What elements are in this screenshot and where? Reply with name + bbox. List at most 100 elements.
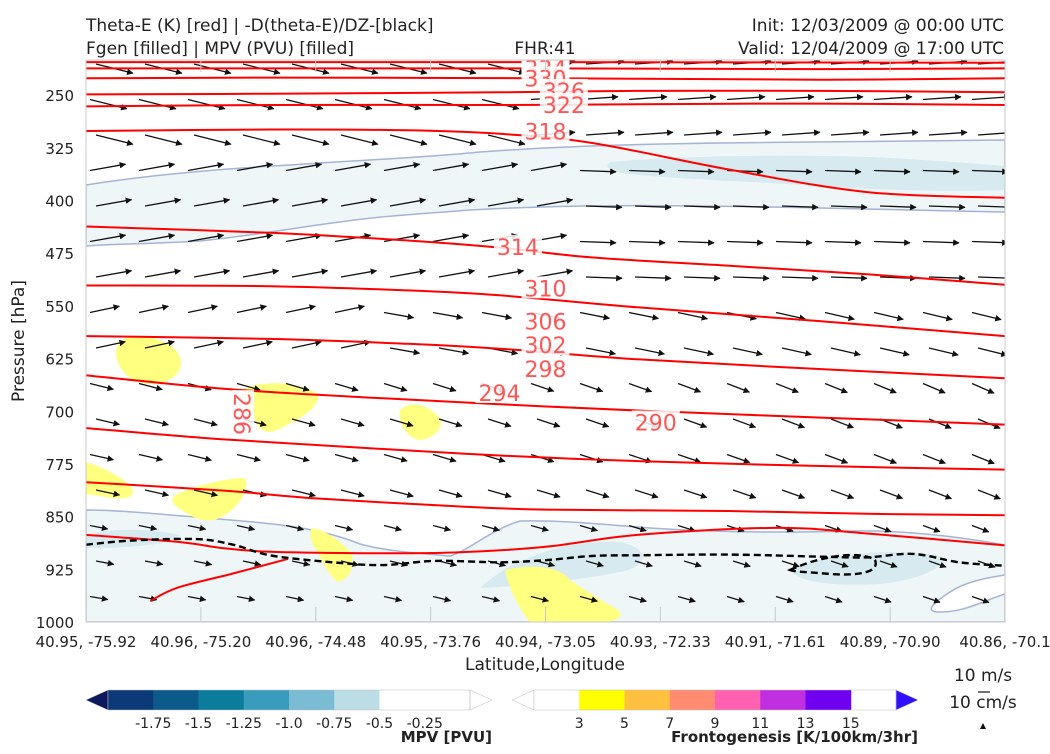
theta-e-line-306 <box>86 335 1005 380</box>
y-tick-label: 925 <box>45 561 74 579</box>
wind-arrow <box>922 524 941 533</box>
colorbar-left-tip <box>511 689 535 711</box>
fgen-region-3 <box>399 404 442 440</box>
wind-arrow <box>824 453 849 464</box>
theta-e-label-286: 286 <box>228 393 253 435</box>
wind-arrow <box>236 595 256 603</box>
wind-arrow <box>726 239 764 246</box>
wind-arrow <box>144 560 164 567</box>
wind-arrow <box>873 453 898 465</box>
y-tick-label: 1000 <box>36 614 74 632</box>
wind-arrow <box>383 524 403 532</box>
wind-arrow <box>438 489 463 499</box>
wind-arrow <box>726 595 745 604</box>
colorbar-segment <box>289 690 335 710</box>
wind-arrow <box>193 197 231 207</box>
wind-arrow <box>95 339 126 349</box>
wind-arrow <box>775 595 794 604</box>
wind-arrow <box>830 129 870 136</box>
theta-e-label-bg <box>521 309 570 332</box>
wind-arrow <box>677 311 709 321</box>
wind-arrow <box>144 489 170 498</box>
header-line2-left: Fgen [filled] | MPV (PVU) [filled] <box>86 39 354 59</box>
wind-arrow <box>732 418 757 429</box>
wind-arrow <box>487 489 512 499</box>
wind-arrow <box>683 129 723 136</box>
wind-arrow <box>144 339 175 349</box>
fgen-region-1 <box>116 335 182 384</box>
wind-arrow <box>481 311 513 321</box>
wind-arrow <box>481 162 519 172</box>
wind-arrow <box>193 268 231 278</box>
mpv-colorbar: -1.75 -1.5 -1.25 -1.0 -0.75 -0.5 -0.25 <box>85 689 493 732</box>
wind-arrow <box>193 339 224 349</box>
fgen-region-2 <box>243 383 319 432</box>
wind-arrow <box>89 162 127 172</box>
theta-e-label-294: 294 <box>479 382 521 407</box>
wind-arrow <box>873 524 892 533</box>
wind-arrow <box>830 418 855 429</box>
wind-arrow <box>334 524 354 532</box>
wind-arrow <box>977 489 1001 500</box>
wind-arrow <box>138 382 163 392</box>
wind-arrow <box>585 418 610 428</box>
wind-arrow <box>928 203 966 211</box>
wind-arrow <box>89 233 127 243</box>
fgen-region-6 <box>310 528 353 582</box>
wind-arrow <box>291 268 329 278</box>
wind-arrow <box>95 560 115 567</box>
wind-arrow <box>628 524 647 533</box>
wind-arrow <box>628 239 666 246</box>
wind-arrow <box>922 168 960 175</box>
theta-e-label-bg <box>521 119 570 142</box>
theta-e-label-bg <box>539 92 588 115</box>
wind-arrow <box>677 382 702 393</box>
colorbar-tick-label: 9 <box>711 716 720 732</box>
theta-e-line-294 <box>86 481 1005 517</box>
wind-arrow <box>977 276 1005 279</box>
wind-arrow <box>187 453 212 462</box>
wind-arrow <box>89 304 120 314</box>
wind-arrow <box>726 93 766 101</box>
wind-arrow <box>236 233 274 243</box>
wind-arrow <box>628 93 668 101</box>
wind-arrow <box>971 93 1005 101</box>
wind-arrow <box>242 134 281 146</box>
wind-arrow <box>334 304 365 314</box>
colorbar-right-tip <box>895 689 919 711</box>
wind-arrow <box>340 197 378 207</box>
y-axis-label: Pressure [hPa] <box>9 280 29 402</box>
colorbar-segment <box>243 690 290 710</box>
mpv-colorbar-label: MPV [PVU] <box>401 728 492 746</box>
wind-arrow <box>824 239 862 246</box>
theta-e-line-310 <box>86 284 1005 338</box>
wind-arrow <box>824 595 843 604</box>
header-fhr: FHR:41 <box>514 39 575 59</box>
wind-arrow <box>579 382 604 393</box>
wind-arrow <box>873 239 911 246</box>
wind-arrow <box>285 595 305 603</box>
wind-arrow <box>683 489 708 499</box>
wind-arrow <box>138 233 176 243</box>
wind-arrow <box>579 239 617 246</box>
x-tick-label: 40.93, -72.33 <box>610 633 711 651</box>
wind-arrow <box>95 134 134 146</box>
theta-e-label-bg <box>232 390 255 439</box>
wind-arrow <box>389 197 427 207</box>
y-tick-label: 475 <box>45 245 74 263</box>
wind-arrow <box>487 134 526 146</box>
wind-arrow <box>193 560 213 567</box>
theta-e-label-322: 322 <box>543 94 585 119</box>
wind-arrow <box>438 268 476 278</box>
wind-arrow <box>824 311 855 322</box>
wind-arrow <box>242 197 280 207</box>
wind-arrow <box>432 595 452 603</box>
wind-arrow <box>95 197 133 207</box>
wind-arrow <box>628 311 660 321</box>
wind-arrow <box>432 162 470 172</box>
wind-arrow <box>677 239 715 246</box>
wind-arrow <box>928 489 953 500</box>
y-tick-label: 850 <box>45 509 74 527</box>
fgen-region-5 <box>172 478 247 521</box>
wind-arrow <box>775 382 799 394</box>
